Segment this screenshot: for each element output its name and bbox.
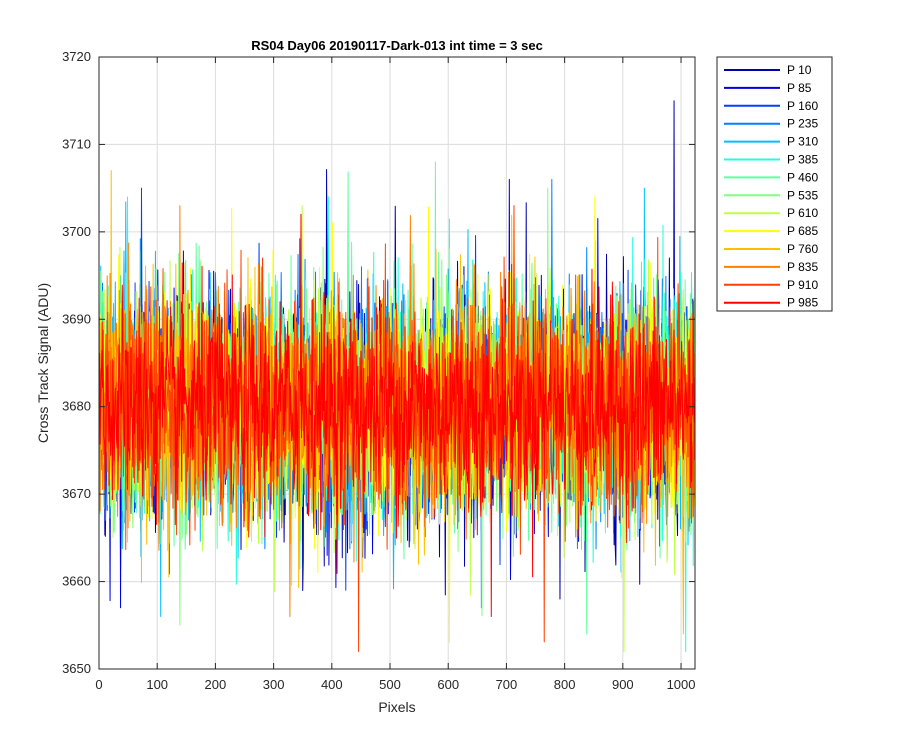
axis-ticks: 0 100 200 300 400 500 600 700 800 900 1000 3650 3660… — [62, 49, 695, 692]
x-tick-label: 700 — [496, 677, 518, 692]
legend-entry-label: P 985 — [787, 296, 818, 310]
x-tick-label: 100 — [146, 677, 168, 692]
x-tick-label: 200 — [205, 677, 227, 692]
plot-frame — [98, 56, 696, 670]
legend-box — [716, 56, 833, 312]
x-tick-label: 500 — [379, 677, 401, 692]
y-tick-label: 3650 — [62, 661, 91, 676]
legend-entry-label: P 535 — [787, 188, 818, 202]
series-line-p-985 — [99, 213, 695, 618]
legend-entry-label: P 835 — [787, 260, 818, 274]
x-tick-label: 600 — [437, 677, 459, 692]
legend-entry-label: P 160 — [787, 99, 818, 113]
y-tick-label: 3710 — [62, 136, 91, 151]
x-tick-label: 400 — [321, 677, 343, 692]
series-layer — [99, 100, 695, 653]
legend-entry-label: P 760 — [787, 242, 818, 256]
legend: P 10 P 85 P 160 P 235 P 310 P 385 P 460 P 535 P … — [716, 56, 833, 312]
legend-entry-label: P 10 — [787, 63, 812, 77]
series-line-p-910 — [99, 205, 695, 653]
legend-entry-label: P 235 — [787, 117, 818, 131]
y-tick-label: 3690 — [62, 311, 91, 326]
y-tick-label: 3680 — [62, 399, 91, 414]
legend-entry-label: P 910 — [787, 278, 818, 292]
x-tick-label: 300 — [263, 677, 285, 692]
y-tick-label: 3720 — [62, 49, 91, 64]
x-tick-label: 800 — [554, 677, 576, 692]
legend-entry-label: P 685 — [787, 224, 818, 238]
x-tick-label: 1000 — [667, 677, 696, 692]
legend-entry-label: P 460 — [787, 170, 818, 184]
legend-entry-label: P 85 — [787, 81, 812, 95]
y-tick-label: 3660 — [62, 574, 91, 589]
legend-entry-label: P 610 — [787, 206, 818, 220]
x-tick-label: 0 — [95, 677, 102, 692]
y-axis-label: Cross Track Signal (ADU) — [35, 283, 51, 443]
legend-entry-label: P 310 — [787, 135, 818, 149]
x-axis-label: Pixels — [378, 699, 415, 715]
y-tick-label: 3700 — [62, 224, 91, 239]
x-tick-label: 900 — [612, 677, 634, 692]
legend-entry-label: P 385 — [787, 153, 818, 167]
y-tick-label: 3670 — [62, 486, 91, 501]
chart-title: RS04 Day06 20190117-Dark-013 int time = … — [251, 38, 543, 53]
